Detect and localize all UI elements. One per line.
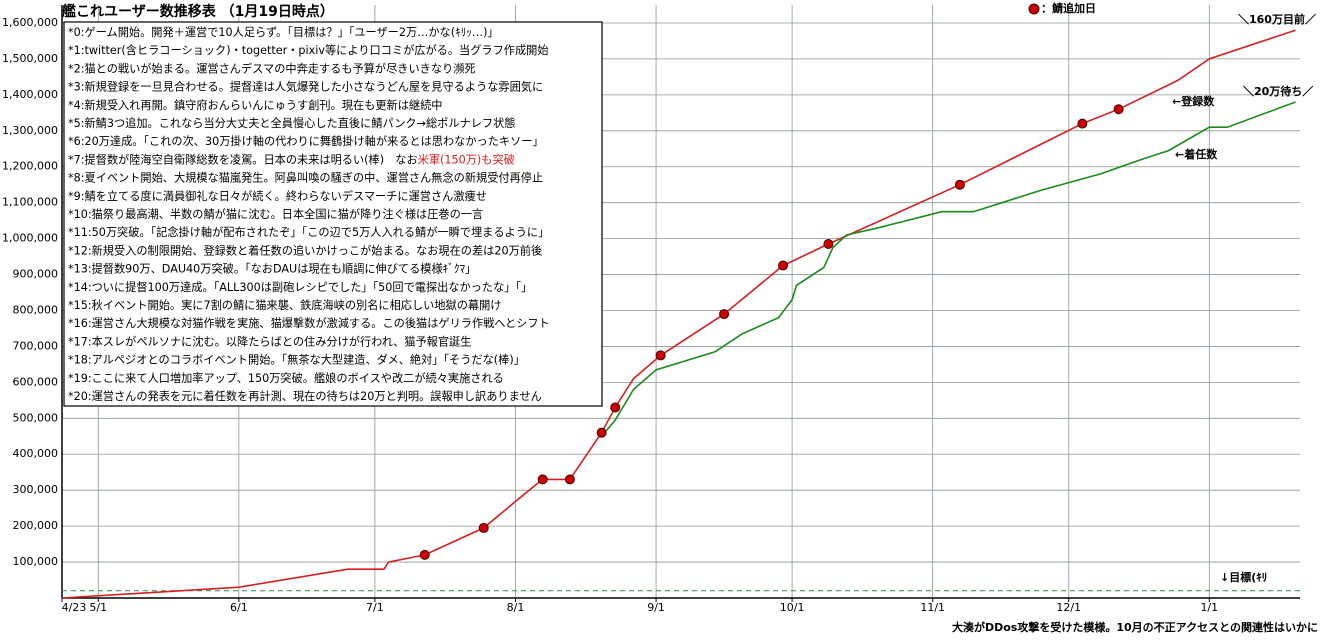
- note-line: *6:20万達成。「これの次、30万掛け軸の代わりに舞鶴掛け軸が来るとは思わなか…: [68, 134, 544, 148]
- x-tick-label: 1/1: [1200, 601, 1218, 614]
- note-line: *0:ゲーム開始。開発＋運営で10人足らず。「目標は？」「ユーザー2万…かな(ｷ…: [68, 25, 499, 39]
- y-tick-label: 1,400,000: [2, 88, 58, 101]
- x-tick-label: 4/23: [62, 601, 87, 614]
- annotation: 大湊がDDos攻撃を受けた模様。10月の不正アクセスとの関連性はいかに: [952, 620, 1318, 634]
- marker: [778, 260, 789, 271]
- series-label: ←着任数: [1175, 147, 1218, 161]
- chart-title: 艦これユーザー数推移表 （1月19日時点）: [62, 3, 334, 20]
- marker: [419, 549, 430, 560]
- y-tick-label: 1,100,000: [2, 196, 58, 209]
- note-line: *1:twitter(含ヒラコーショック)・togetter・pixiv等により…: [68, 43, 549, 57]
- x-tick-label: 11/1: [920, 601, 945, 614]
- marker: [655, 350, 666, 361]
- marker: [719, 309, 730, 320]
- y-tick-label: 500,000: [13, 411, 59, 424]
- note-line: *13:提督数90万、DAU40万突破。「なおDAUは現在も順調に伸びてる模様ｷ…: [68, 262, 476, 276]
- note-text: *7:提督数が陸海空自衛隊総数を凌駕。日本の未来は明るい(棒) なお: [68, 152, 418, 166]
- x-tick-label: 5/1: [89, 601, 107, 614]
- note-line: *3:新規登録を一旦見合わせる。提督達は人気爆発した小さなうどん屋を見守るような…: [68, 80, 543, 94]
- x-tick-label: 10/1: [780, 601, 805, 614]
- y-tick-label: 700,000: [13, 339, 59, 352]
- marker: [954, 179, 965, 190]
- note-line: *15:秋イベント開始。実に7割の鯖に猫来襲、鉄底海峡の別名に相応しい地獄の幕開…: [68, 298, 501, 312]
- legend-label: ：鯖追加日: [1041, 1, 1096, 15]
- note-line: *16:運営さん大規模な対猫作戦を実施、猫爆撃数が激減する。この後猫はゲリラ作戦…: [68, 316, 550, 330]
- y-tick-label: 100,000: [13, 555, 59, 568]
- marker: [478, 522, 489, 533]
- notes-box: [63, 21, 603, 407]
- marker: [596, 427, 607, 438]
- note-line: *20:運営さんの発表を元に着任数を再計測、現在の待ちは20万と判明。誤報申し訳…: [68, 389, 542, 403]
- note-line: *12:新規受入の制限開始、登録数と着任数の追いかけっこが始まる。なお現在の差は…: [68, 243, 542, 257]
- y-tick-label: 800,000: [13, 303, 59, 316]
- note-line: *14:ついに提督100万達成。「ALL300は副砲レシピでした」「50回で電探…: [68, 280, 532, 294]
- annotation: ↓目標(ｷﾘ: [1220, 570, 1267, 584]
- note-line: *8:夏イベント開始、大規模な猫嵐発生。阿鼻叫喚の騒ぎの中、運営さん無念の新規受…: [68, 171, 543, 185]
- note-line: *18:アルペジオとのコラボイベント開始。「無茶な大型建造、ダメ、絶対」「そうだ…: [68, 353, 525, 367]
- note-line: *9:鯖を立てる度に満員御礼な日々が続く。終わらないデスマーチに運営さん激痩せ: [68, 189, 487, 203]
- note-line: *11:50万突破。「記念掛け軸が配布されたぞ」「この辺で5万人入れる鯖が一瞬で…: [68, 225, 549, 239]
- marker: [1113, 104, 1124, 115]
- y-tick-label: 300,000: [13, 483, 59, 496]
- y-tick-label: 400,000: [13, 447, 59, 460]
- x-tick-label: 8/1: [507, 601, 525, 614]
- y-tick-label: 1,300,000: [2, 124, 58, 137]
- series-label: ←登録数: [1172, 94, 1215, 108]
- annotation: ＼160万目前／: [1238, 12, 1316, 26]
- x-tick-label: 12/1: [1056, 601, 1081, 614]
- note-line: *10:猫祭り最高潮、半数の鯖が猫に沈む。日本全国に猫が降り注ぐ様は圧巻の一言: [68, 207, 483, 221]
- marker: [564, 474, 575, 485]
- marker: [1077, 118, 1088, 129]
- note-highlight: 米軍(150万)も突破: [418, 152, 515, 166]
- marker: [537, 474, 548, 485]
- note-line: *19:ここに来て人口増加率アップ、150万突破。艦娘のボイスや改二が続々実施さ…: [68, 371, 504, 385]
- y-tick-label: 1,600,000: [2, 16, 58, 29]
- y-tick-label: 1,500,000: [2, 52, 58, 65]
- y-tick-label: 200,000: [13, 519, 59, 532]
- x-tick-label: 9/1: [647, 601, 665, 614]
- note-line: *4:新規受入れ再開。鎮守府おんらいんにゅうす創刊。現在も更新は継続中: [68, 98, 442, 112]
- note-line: *17:本スレがペルソナに沈む。以降たらばとの住み分けが行われ、猫予報官誕生: [68, 334, 471, 348]
- x-tick-label: 7/1: [366, 601, 384, 614]
- y-tick-label: 600,000: [13, 375, 59, 388]
- plot: [61, 29, 1300, 599]
- note-line: *7:提督数が陸海空自衛隊総数を凌駕。日本の未来は明るい(棒) なお米軍(150…: [68, 152, 515, 166]
- note-line: *2:猫との戦いが始まる。運営さんデスマの中奔走するも予算が尽きいきなり瀕死: [68, 61, 476, 75]
- legend-marker: [1028, 3, 1040, 15]
- y-tick-label: 900,000: [13, 268, 59, 281]
- series-line: [605, 101, 1296, 432]
- annotation: ＼20万待ち／: [1243, 84, 1313, 98]
- x-tick-label: 6/1: [230, 601, 248, 614]
- marker: [610, 402, 621, 413]
- note-line: *5:新鯖3つ追加。これなら当分大丈夫と全員慢心した直後に鯖パンク→総ポルナレフ…: [68, 116, 515, 130]
- y-tick-label: 1,200,000: [2, 160, 58, 173]
- marker: [823, 238, 834, 249]
- y-tick-label: 1,000,000: [2, 232, 58, 245]
